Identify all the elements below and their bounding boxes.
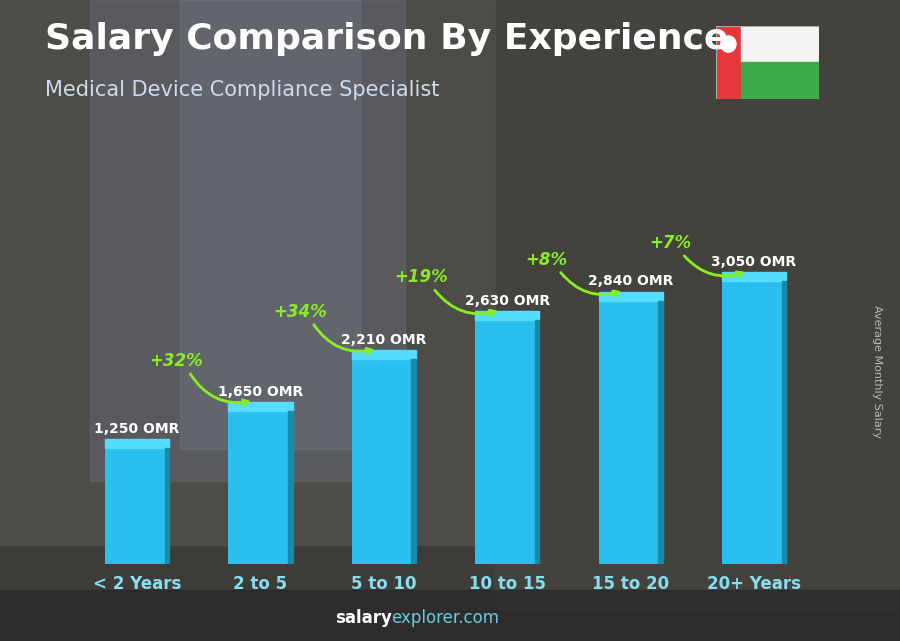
Bar <box>475 312 539 320</box>
Text: Average Monthly Salary: Average Monthly Salary <box>872 305 883 438</box>
Circle shape <box>721 36 736 52</box>
Text: 1,250 OMR: 1,250 OMR <box>94 422 180 436</box>
Bar <box>352 359 416 564</box>
Bar <box>0 590 900 641</box>
Bar <box>598 292 662 301</box>
Text: explorer.com: explorer.com <box>392 609 500 627</box>
Text: salary: salary <box>335 609 392 627</box>
Text: 3,050 OMR: 3,050 OMR <box>711 254 796 269</box>
Bar <box>716 26 742 99</box>
Bar <box>229 402 292 411</box>
Bar <box>722 272 786 281</box>
Bar <box>495 0 900 609</box>
Bar <box>742 26 819 62</box>
Bar <box>229 411 292 564</box>
Bar <box>411 359 416 564</box>
Bar <box>598 301 662 564</box>
Text: 2,840 OMR: 2,840 OMR <box>588 274 673 288</box>
Text: 2,210 OMR: 2,210 OMR <box>341 333 427 347</box>
Text: Salary Comparison By Experience: Salary Comparison By Experience <box>45 22 728 56</box>
Bar <box>742 62 819 99</box>
Bar <box>722 281 786 564</box>
Bar <box>288 411 292 564</box>
Text: Medical Device Compliance Specialist: Medical Device Compliance Specialist <box>45 80 439 100</box>
Bar <box>180 0 360 449</box>
Bar <box>352 350 416 359</box>
Bar <box>90 0 405 481</box>
Text: +34%: +34% <box>273 303 327 320</box>
Bar <box>105 439 169 448</box>
Bar <box>0 0 495 545</box>
Bar <box>658 301 662 564</box>
Text: +32%: +32% <box>149 352 203 370</box>
Bar <box>165 448 169 564</box>
Bar <box>781 281 786 564</box>
Text: +19%: +19% <box>394 268 447 287</box>
Text: +7%: +7% <box>649 234 691 252</box>
Text: 2,630 OMR: 2,630 OMR <box>464 294 550 308</box>
Bar <box>475 320 539 564</box>
Text: +8%: +8% <box>526 251 568 269</box>
Bar <box>105 448 169 564</box>
Text: 1,650 OMR: 1,650 OMR <box>218 385 303 399</box>
Bar <box>535 320 539 564</box>
